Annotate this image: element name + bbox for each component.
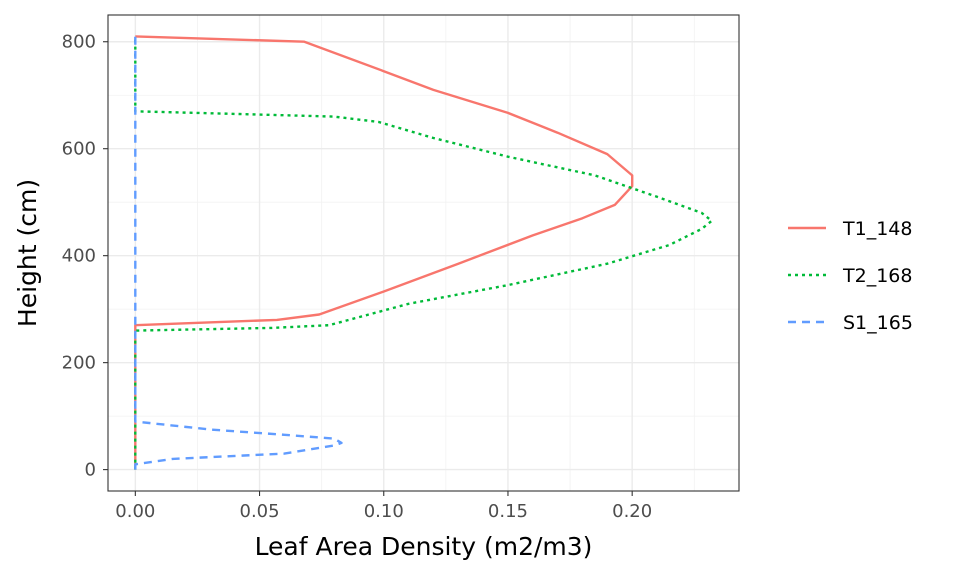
y-tick-label: 600 — [62, 139, 96, 160]
y-tick-label: 400 — [62, 246, 96, 267]
series-line-2 — [134, 36, 713, 470]
legend-label-3: S1_165 — [843, 312, 913, 334]
x-tick-label: 0.15 — [488, 501, 528, 522]
series-line-3 — [134, 36, 343, 470]
series-line-1 — [134, 35, 634, 470]
y-axis: 0 200 400 600 800 — [62, 32, 108, 481]
y-tick-label: 200 — [62, 353, 96, 374]
grid — [108, 15, 739, 491]
legend-label-2: T2_168 — [842, 265, 912, 287]
x-axis: 0.00 0.05 0.10 0.15 0.20 — [115, 491, 652, 522]
x-tick-label: 0.00 — [115, 501, 155, 522]
legend: T1_148 T2_168 S1_165 — [788, 218, 913, 334]
legend-label-1: T1_148 — [842, 218, 912, 240]
x-tick-label: 0.10 — [364, 501, 404, 522]
x-tick-label: 0.20 — [612, 501, 652, 522]
y-tick-label: 800 — [62, 32, 96, 53]
x-axis-label: Leaf Area Density (m2/m3) — [255, 532, 593, 561]
y-tick-label: 0 — [85, 460, 96, 481]
panel-border — [107, 14, 740, 492]
series-layer — [134, 35, 713, 470]
x-tick-label: 0.05 — [240, 501, 280, 522]
y-axis-label: Height (cm) — [13, 179, 42, 327]
